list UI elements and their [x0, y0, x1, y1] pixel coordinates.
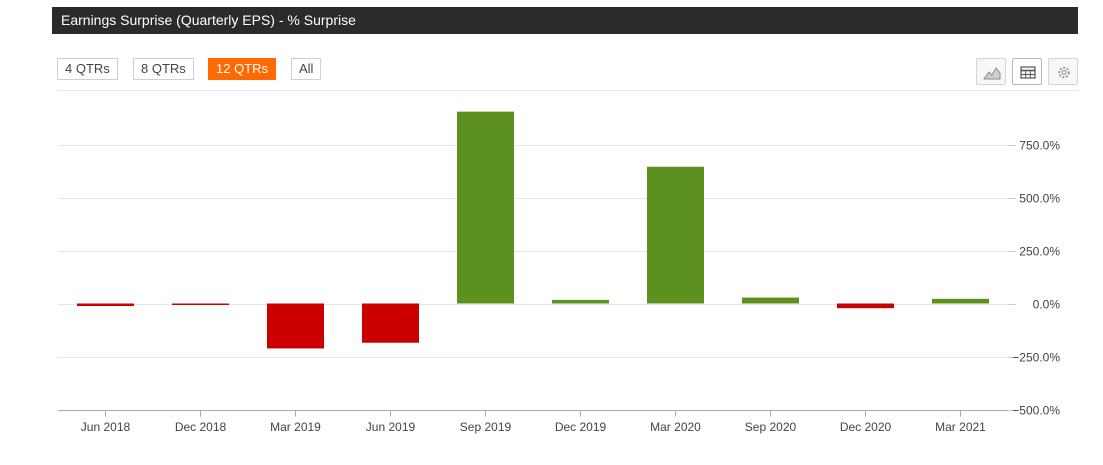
chart-title: Earnings Surprise (Quarterly EPS) - % Su… [52, 7, 1078, 34]
range-8-qtrs-button[interactable]: 8 QTRs [133, 58, 194, 80]
x-tick-label: Mar 2019 [270, 420, 321, 434]
x-tick-label: Mar 2021 [935, 420, 986, 434]
range-12-qtrs-button[interactable]: 12 QTRs [208, 58, 277, 80]
y-tick-label: −250.0% [1012, 351, 1060, 365]
y-tick-label: 750.0% [1019, 139, 1060, 153]
bar [77, 303, 134, 307]
x-tick-label: Mar 2020 [650, 420, 701, 434]
table-icon [1020, 66, 1036, 79]
bar [552, 299, 609, 304]
bar [172, 303, 229, 305]
range-4-qtrs-button[interactable]: 4 QTRs [57, 58, 118, 80]
y-tick-label: 250.0% [1019, 245, 1060, 259]
y-tick-label: 500.0% [1019, 192, 1060, 206]
range-all-button[interactable]: All [291, 58, 322, 80]
bar [837, 303, 894, 309]
gear-icon [1058, 66, 1070, 79]
table-view-button[interactable] [1012, 58, 1042, 85]
x-tick-label: Jun 2019 [366, 420, 416, 434]
x-tick-label: Sep 2020 [745, 420, 797, 434]
bar [362, 303, 419, 343]
x-tick-label: Dec 2020 [840, 420, 892, 434]
y-tick-label: 0.0% [1033, 298, 1061, 312]
x-tick-label: Jun 2018 [81, 420, 131, 434]
settings-button[interactable] [1048, 58, 1078, 85]
bar [647, 166, 704, 304]
x-tick-label: Sep 2019 [460, 420, 512, 434]
bar [267, 303, 324, 349]
area-chart-toggle-button[interactable] [976, 58, 1006, 85]
area-chart-icon [983, 67, 1001, 80]
bar [742, 297, 799, 304]
y-tick-label: −500.0% [1012, 404, 1060, 418]
bar [932, 298, 989, 304]
bar [457, 111, 514, 304]
x-tick-label: Dec 2018 [175, 420, 227, 434]
x-tick-label: Dec 2019 [555, 420, 607, 434]
